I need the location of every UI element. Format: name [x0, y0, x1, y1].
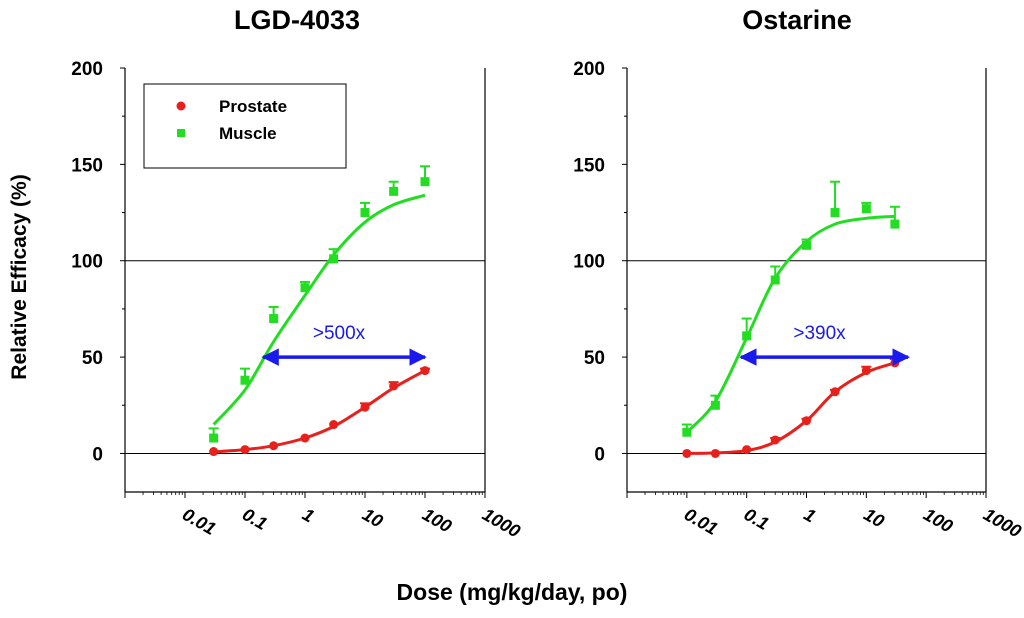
legend-label-prostate: Prostate [219, 97, 287, 116]
x-tick-label: 100 [419, 504, 455, 536]
x-tick-label: 1000 [980, 504, 1024, 541]
y-tick-label: 100 [71, 252, 103, 273]
x-tick-label: 10 [359, 504, 386, 531]
point-muscle [861, 204, 871, 214]
chart-title-lgd-4033: LGD-4033 [234, 5, 360, 35]
point-muscle [389, 186, 399, 196]
legend-marker-muscle [177, 129, 185, 137]
legend-label-muscle: Muscle [219, 124, 277, 143]
point-prostate [360, 402, 370, 412]
point-muscle [742, 331, 752, 341]
point-prostate [710, 448, 720, 458]
chart-title-ostarine: Ostarine [742, 5, 852, 35]
fit-curve-muscle [685, 214, 895, 434]
y-tick-label: 150 [71, 155, 103, 176]
point-muscle [269, 314, 279, 324]
point-muscle [682, 427, 692, 437]
x-tick-label: 0.01 [681, 504, 721, 539]
y-tick-label: 0 [92, 444, 103, 465]
fold-label: >390x [793, 323, 846, 344]
point-muscle [209, 433, 219, 443]
y-tick-label: 0 [594, 444, 605, 465]
x-tick-label: 100 [920, 504, 956, 536]
point-prostate [269, 441, 279, 451]
fold-label: >500x [313, 323, 366, 344]
legend: Prostate Muscle [143, 83, 347, 169]
x-tick-label: 0.1 [239, 504, 271, 534]
x-tick-label: 1 [801, 504, 820, 526]
point-prostate [861, 366, 871, 376]
y-tick-label: 200 [573, 59, 605, 80]
point-muscle [890, 219, 900, 229]
y-tick-label: 50 [584, 348, 605, 369]
y-tick-label: 150 [573, 155, 605, 176]
chart-ostarine: Ostarine 0 50 100 150 200 0.01 0.1 1 10 100 1000 >3… [573, 5, 1024, 541]
point-muscle [329, 254, 339, 264]
point-muscle [770, 275, 780, 285]
fit-curve-muscle [212, 193, 426, 426]
point-prostate [209, 447, 219, 457]
legend-marker-prostate [176, 101, 186, 111]
point-muscle [830, 208, 840, 218]
x-tick-label: 0.1 [741, 504, 773, 534]
point-muscle [240, 375, 250, 385]
point-muscle [710, 400, 720, 410]
point-prostate [890, 358, 900, 368]
point-prostate [682, 448, 692, 458]
point-prostate [300, 433, 310, 443]
y-tick-label: 50 [82, 348, 103, 369]
x-tick-label: 1000 [479, 504, 524, 541]
y-axis-label: Relative Efficacy (%) [8, 174, 31, 379]
point-muscle [300, 283, 310, 293]
point-muscle [802, 240, 811, 250]
point-prostate [742, 445, 752, 455]
x-tick-label: 0.01 [179, 504, 219, 539]
x-tick-label: 10 [860, 504, 887, 531]
y-tick-label: 100 [573, 252, 605, 273]
legend-box [143, 83, 347, 169]
plot-area-ostarine: 0 50 100 150 200 0.01 0.1 1 10 100 1000 >390x [573, 59, 1024, 541]
y-tick-label: 200 [71, 59, 103, 80]
point-prostate [389, 381, 399, 391]
x-tick-label: 1 [299, 504, 318, 526]
point-muscle [420, 177, 430, 187]
point-prostate [329, 420, 339, 430]
point-muscle [360, 208, 370, 218]
point-prostate [802, 416, 811, 426]
point-prostate [770, 435, 780, 445]
point-prostate [830, 387, 840, 397]
point-prostate [240, 445, 250, 455]
x-axis-label: Dose (mg/kg/day, po) [397, 579, 628, 605]
point-prostate [420, 366, 430, 376]
